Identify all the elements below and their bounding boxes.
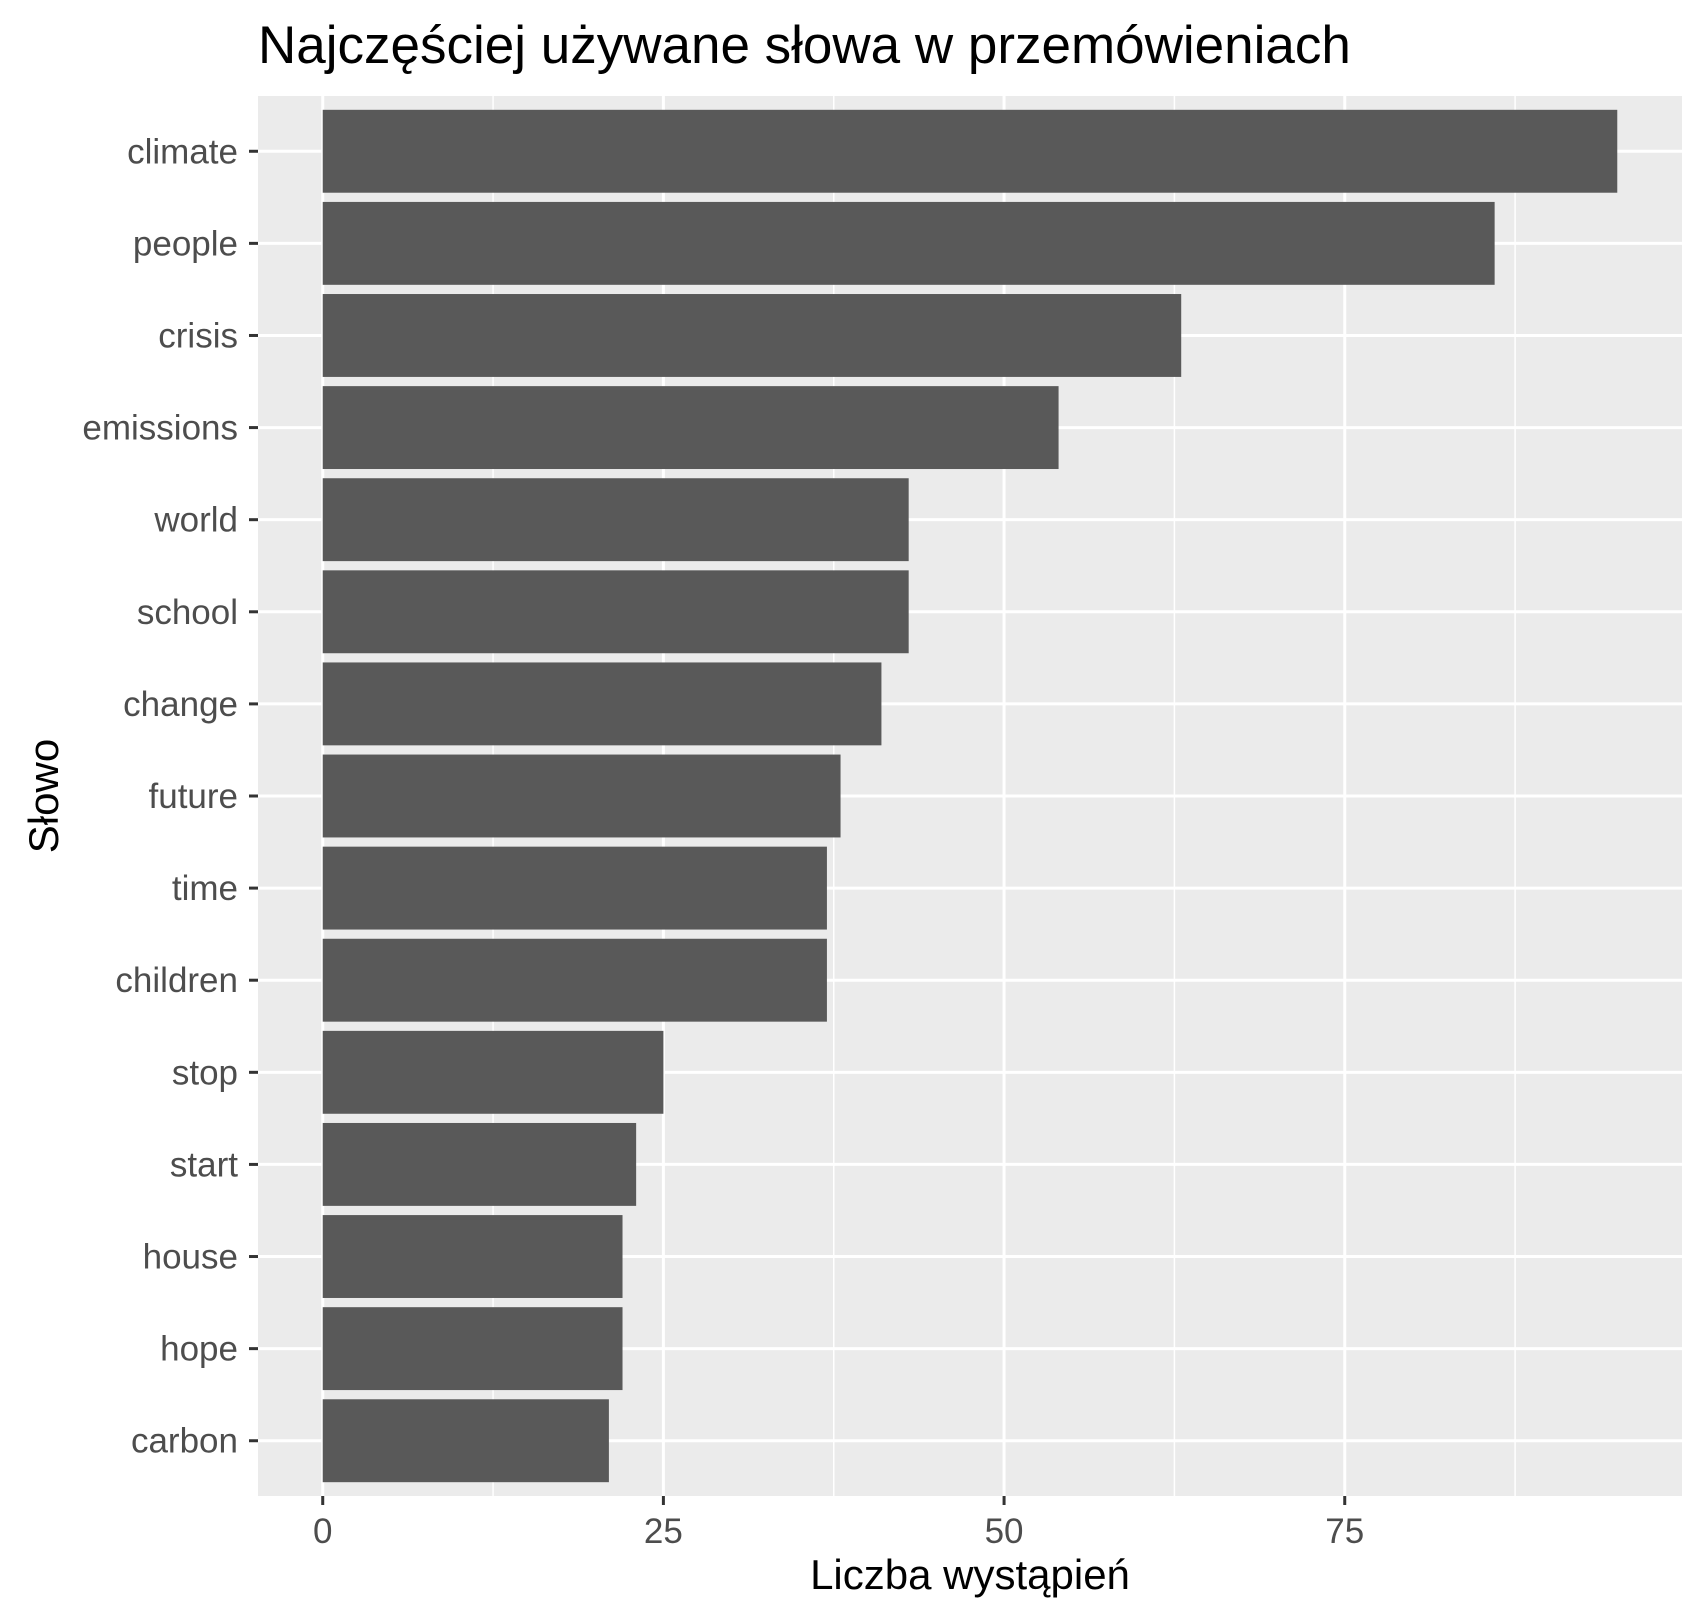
y-tick-label: time bbox=[172, 869, 238, 908]
y-tick-label: people bbox=[133, 224, 238, 263]
y-tick-label: house bbox=[143, 1238, 238, 1277]
bar-stop bbox=[322, 1030, 664, 1114]
y-axis: climate people crisis emissions world school c… bbox=[82, 132, 258, 1461]
y-axis-title: Słowo bbox=[20, 739, 67, 853]
y-tick-label: carbon bbox=[131, 1422, 238, 1461]
bar-school bbox=[322, 570, 909, 654]
x-tick-label: 25 bbox=[644, 1512, 683, 1551]
bars bbox=[322, 109, 1618, 1483]
bar-time bbox=[322, 846, 827, 930]
y-tick-label: start bbox=[170, 1145, 238, 1184]
x-axis: 0 25 50 75 bbox=[313, 1496, 1364, 1551]
y-tick-label: climate bbox=[127, 132, 238, 171]
bar-house bbox=[322, 1215, 623, 1298]
y-tick-label: hope bbox=[160, 1330, 238, 1369]
bar-climate bbox=[322, 109, 1618, 193]
y-tick-label: children bbox=[115, 961, 238, 1000]
x-axis-title: Liczba wystąpień bbox=[810, 1551, 1130, 1598]
y-tick-label: school bbox=[137, 593, 238, 632]
y-tick-label: stop bbox=[172, 1053, 238, 1092]
bar-carbon bbox=[322, 1399, 609, 1483]
y-tick-label: emissions bbox=[82, 409, 238, 448]
bar-hope bbox=[322, 1307, 623, 1391]
bar-change bbox=[322, 662, 882, 746]
x-tick-label: 0 bbox=[313, 1512, 332, 1551]
x-tick-label: 75 bbox=[1325, 1512, 1364, 1551]
y-tick-label: future bbox=[149, 777, 239, 816]
y-tick-label: change bbox=[123, 685, 238, 724]
bar-start bbox=[322, 1122, 637, 1206]
bar-crisis bbox=[322, 294, 1182, 377]
chart-title: Najczęściej używane słowa w przemówienia… bbox=[258, 16, 1351, 75]
bar-world bbox=[322, 478, 909, 562]
bar-people bbox=[322, 201, 1495, 285]
x-tick-label: 50 bbox=[985, 1512, 1024, 1551]
bar-future bbox=[322, 754, 841, 838]
y-tick-label: crisis bbox=[158, 316, 238, 355]
bar-emissions bbox=[322, 386, 1059, 470]
bar-children bbox=[322, 938, 827, 1022]
y-tick-label: world bbox=[153, 501, 238, 540]
